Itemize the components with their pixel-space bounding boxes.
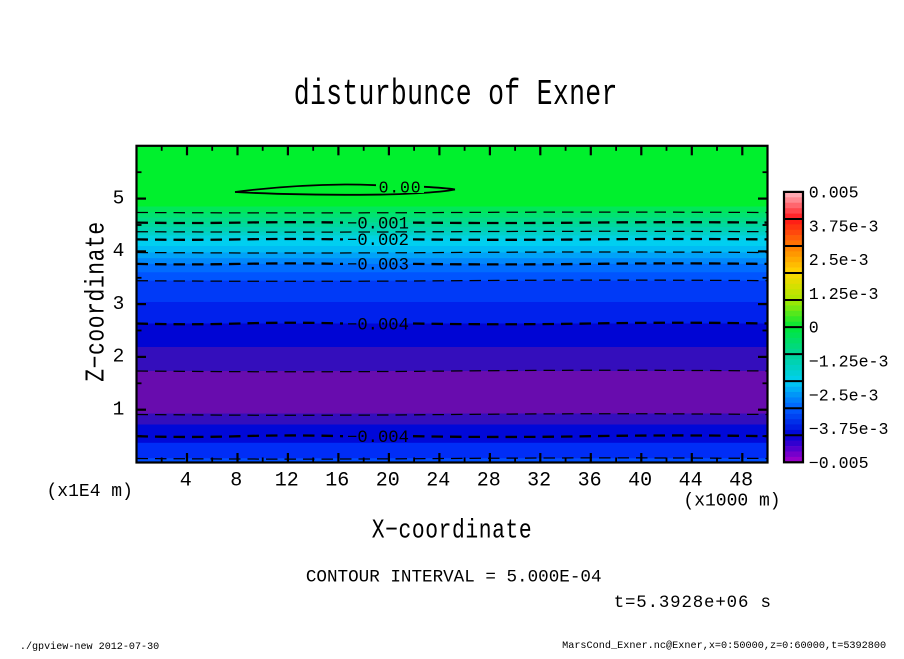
svg-text:36: 36 bbox=[578, 469, 602, 492]
svg-text:−2.5e-3: −2.5e-3 bbox=[809, 386, 879, 405]
svg-text:./gpview-new 2012-07-30: ./gpview-new 2012-07-30 bbox=[20, 641, 159, 653]
svg-text:−3.75e-3: −3.75e-3 bbox=[809, 420, 889, 439]
svg-text:20: 20 bbox=[376, 469, 400, 492]
svg-text:24: 24 bbox=[426, 469, 450, 492]
svg-text:−0.001: −0.001 bbox=[347, 215, 409, 234]
svg-text:48: 48 bbox=[729, 469, 753, 492]
svg-text:(x1000 m): (x1000 m) bbox=[683, 492, 780, 512]
svg-text:16: 16 bbox=[325, 469, 349, 492]
svg-text:1.25e-3: 1.25e-3 bbox=[809, 285, 879, 304]
svg-text:−0.004: −0.004 bbox=[347, 316, 409, 335]
svg-text:0.00: 0.00 bbox=[379, 178, 422, 197]
svg-text:−0.003: −0.003 bbox=[347, 257, 409, 276]
svg-text:4: 4 bbox=[180, 469, 192, 492]
svg-text:−1.25e-3: −1.25e-3 bbox=[809, 353, 889, 372]
svg-text:−0.004: −0.004 bbox=[347, 429, 409, 448]
svg-text:40: 40 bbox=[628, 469, 652, 492]
svg-text:CONTOUR INTERVAL = 5.000E-04: CONTOUR INTERVAL = 5.000E-04 bbox=[306, 568, 602, 588]
svg-text:2.5e-3: 2.5e-3 bbox=[809, 251, 869, 270]
svg-text:disturbunce of Exner: disturbunce of Exner bbox=[294, 73, 618, 115]
svg-text:1: 1 bbox=[113, 399, 125, 421]
svg-text:−0.002: −0.002 bbox=[347, 232, 409, 251]
svg-text:44: 44 bbox=[679, 469, 703, 492]
svg-text:t=5.3928e+06 s: t=5.3928e+06 s bbox=[614, 594, 772, 613]
svg-text:−0.005: −0.005 bbox=[809, 454, 869, 473]
svg-text:4: 4 bbox=[113, 240, 125, 262]
svg-text:8: 8 bbox=[230, 469, 242, 492]
svg-text:(x1E4 m): (x1E4 m) bbox=[46, 482, 132, 502]
svg-text:12: 12 bbox=[275, 469, 299, 492]
svg-text:3.75e-3: 3.75e-3 bbox=[809, 217, 879, 236]
svg-text:Z−coordinate: Z−coordinate bbox=[83, 221, 113, 381]
svg-text:2: 2 bbox=[113, 346, 125, 368]
svg-text:MarsCond_Exner.nc@Exner,x=0:50: MarsCond_Exner.nc@Exner,x=0:50000,z=0:60… bbox=[562, 640, 886, 652]
svg-text:3: 3 bbox=[113, 293, 125, 315]
svg-text:X−coordinate: X−coordinate bbox=[372, 517, 532, 547]
svg-text:0.005: 0.005 bbox=[809, 184, 859, 203]
svg-text:0: 0 bbox=[809, 319, 819, 338]
svg-text:32: 32 bbox=[527, 469, 551, 492]
svg-text:5: 5 bbox=[113, 187, 125, 209]
svg-text:28: 28 bbox=[477, 469, 501, 492]
